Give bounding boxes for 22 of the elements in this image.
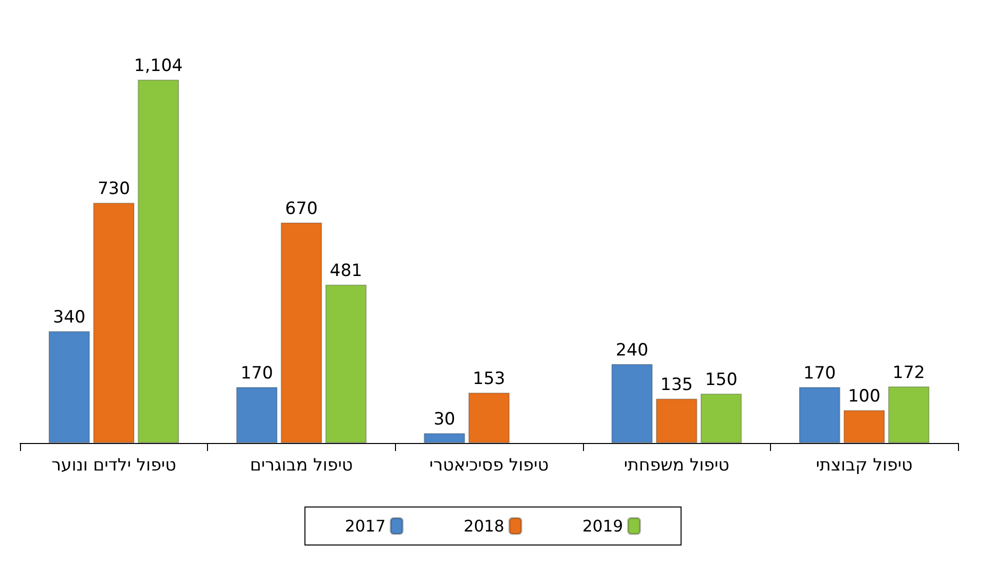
data-label: 340 — [53, 308, 86, 328]
data-label: 150 — [704, 370, 738, 390]
data-label: 670 — [285, 198, 318, 219]
legend-label: 2019 — [582, 516, 624, 536]
data-label: 481 — [330, 261, 362, 282]
data-label: 170 — [803, 364, 836, 384]
legend-label: 2017 — [344, 516, 386, 536]
data-label: 1,104 — [134, 56, 183, 76]
x-tick-label: טיפול קבוצתי — [816, 456, 913, 476]
data-label: 30 — [434, 410, 456, 430]
x-tick-label: טיפול פסיכיאטרי — [429, 456, 549, 476]
data-label: 153 — [472, 369, 506, 390]
data-label: 172 — [892, 362, 925, 383]
data-label: 100 — [848, 386, 880, 407]
x-tick-label: טיפול משפחתי — [624, 456, 730, 476]
data-label: 170 — [240, 364, 274, 384]
data-label: 135 — [660, 375, 693, 396]
x-tick-label: טיפול מבוגרים — [250, 456, 353, 476]
legend-label: 2018 — [464, 516, 504, 536]
data-label: 730 — [98, 179, 130, 200]
data-label: 240 — [616, 340, 648, 360]
x-tick-label: טיפול ילדים ונוער — [51, 456, 176, 476]
